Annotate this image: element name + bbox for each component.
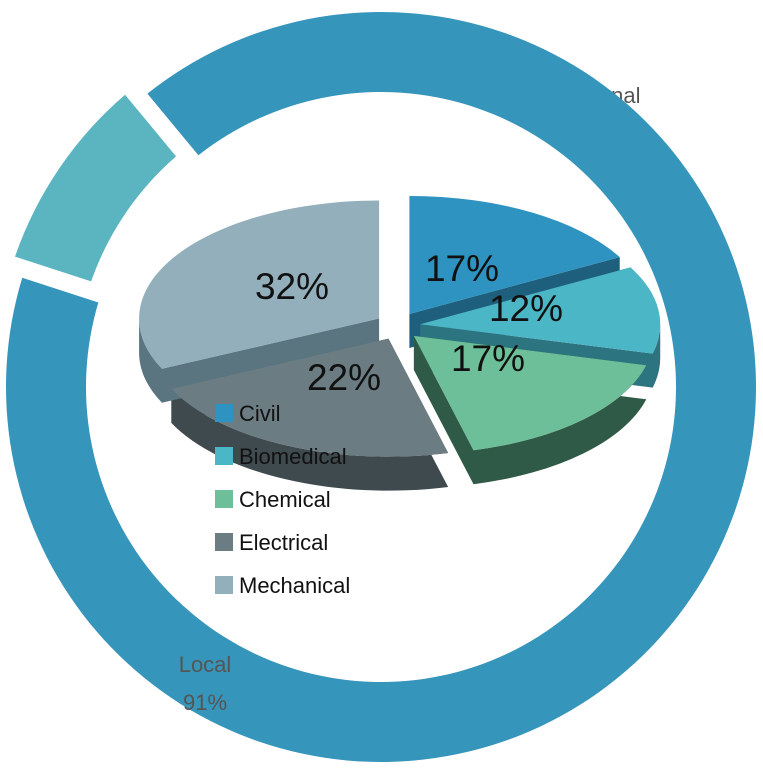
legend-swatch-mechanical — [215, 576, 233, 594]
legend-label-mechanical: Mechanical — [239, 573, 350, 598]
legend-swatch-biomedical — [215, 447, 233, 465]
pie-value-label-electrical: 22% — [307, 357, 381, 398]
pie-label-layer: 17%12%17%22%32% — [255, 248, 563, 398]
pie-slice-biomedical — [420, 267, 661, 354]
pie-value-label-civil: 17% — [425, 248, 499, 289]
pie-value-label-mechanical: 32% — [255, 266, 329, 307]
donut-label-local: Local — [179, 652, 232, 677]
legend-swatch-electrical — [215, 533, 233, 551]
legend-label-chemical: Chemical — [239, 487, 331, 512]
donut-value-local: 91% — [183, 690, 227, 715]
legend-label-civil: Civil — [239, 401, 281, 426]
pie-slice-civil — [409, 195, 620, 314]
legend-label-biomedical: Biomedical — [239, 444, 347, 469]
legend-swatch-civil — [215, 404, 233, 422]
pie-top-layer — [139, 195, 661, 457]
legend: Civil Biomedical Chemical Electrical Mechani… — [215, 401, 350, 598]
pie-slice-electrical — [171, 338, 449, 457]
pie-slice-chemical — [413, 335, 647, 451]
legend-swatch-chemical — [215, 490, 233, 508]
pie-slice-mechanical — [139, 200, 380, 369]
pie-side-civil — [409, 195, 620, 348]
pie-value-label-chemical: 17% — [451, 338, 525, 379]
pie-value-label-biomedical: 12% — [489, 288, 563, 329]
pie-side-mechanical — [139, 200, 380, 403]
legend-label-electrical: Electrical — [239, 530, 328, 555]
donut-slice-international — [14, 94, 177, 282]
